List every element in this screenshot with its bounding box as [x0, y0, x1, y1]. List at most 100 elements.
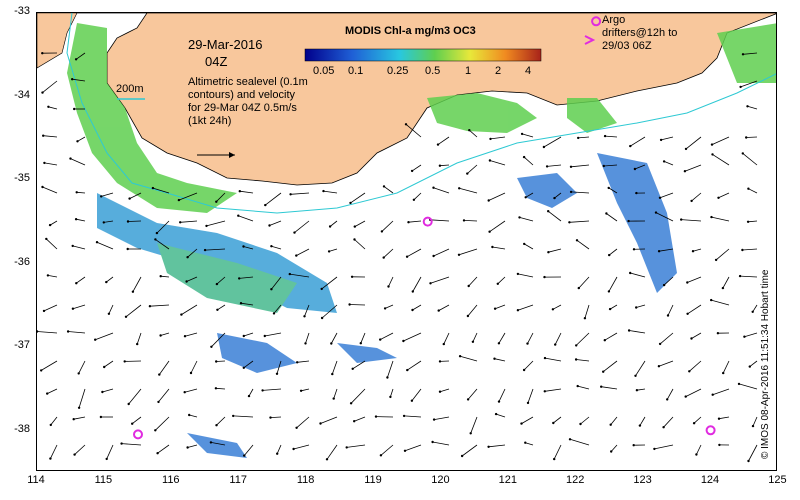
- velocity-arrow: [411, 388, 422, 401]
- velocity-arrow: [78, 388, 86, 408]
- velocity-arrowhead: [345, 446, 348, 449]
- velocity-arrow: [490, 136, 506, 140]
- velocity-arrow: [326, 444, 338, 460]
- velocity-arrow: [489, 220, 506, 233]
- velocity-arrow: [578, 136, 590, 139]
- velocity-arrowhead: [710, 215, 713, 219]
- velocity-arrow: [547, 210, 562, 222]
- velocity-arrow: [293, 444, 310, 450]
- velocity-arrowhead: [543, 275, 546, 279]
- velocity-arrowhead: [46, 392, 49, 395]
- velocity-arrowhead: [634, 374, 637, 377]
- velocity-arrowhead: [576, 384, 579, 388]
- map-time: 04Z: [205, 54, 228, 69]
- velocity-arrowhead: [432, 254, 435, 258]
- velocity-arrow: [243, 332, 254, 337]
- velocity-arrowhead: [216, 308, 219, 311]
- velocity-arrowhead: [270, 245, 273, 248]
- velocity-arrowhead: [607, 186, 610, 190]
- velocity-arrow: [576, 239, 590, 250]
- velocity-arrow: [333, 388, 338, 399]
- velocity-arrow: [610, 416, 618, 425]
- velocity-arrowhead: [714, 258, 718, 262]
- altimetry-note: Altimetric sealevel (0.1m contours) and …: [188, 76, 308, 127]
- velocity-arrow: [381, 220, 394, 232]
- velocity-arrow: [461, 444, 478, 457]
- velocity-arrow: [601, 386, 618, 390]
- velocity-arrow: [497, 276, 506, 285]
- velocity-arrowhead: [545, 165, 549, 168]
- velocity-arrowhead: [741, 53, 745, 56]
- velocity-arrowhead: [411, 290, 414, 293]
- velocity-arrow: [404, 415, 422, 418]
- velocity-arrow: [354, 416, 366, 422]
- velocity-arrow: [521, 133, 534, 138]
- velocity-arrowhead: [751, 310, 754, 313]
- map-canvas: [37, 13, 776, 463]
- velocity-arrow: [748, 444, 758, 462]
- velocity-arrowhead: [105, 457, 108, 461]
- velocity-arrow: [663, 416, 674, 428]
- velocity-arrowhead: [711, 153, 714, 156]
- velocity-arrow: [103, 220, 114, 223]
- velocity-arrowhead: [128, 197, 131, 200]
- velocity-arrowhead: [747, 459, 750, 463]
- velocity-arrow: [157, 444, 170, 454]
- velocity-arrowhead: [322, 189, 325, 193]
- velocity-arrow: [467, 388, 478, 400]
- velocity-arrowhead: [299, 389, 303, 392]
- velocity-arrowhead: [686, 312, 689, 315]
- velocity-arrow: [216, 192, 226, 202]
- velocity-arrowhead: [526, 342, 529, 345]
- velocity-arrowhead: [383, 307, 387, 310]
- velocity-arrow: [301, 388, 310, 392]
- velocity-arrow: [740, 275, 758, 278]
- velocity-arrowhead: [516, 272, 520, 276]
- velocity-arrowhead: [629, 271, 632, 275]
- velocity-arrow: [101, 192, 114, 197]
- velocity-arrowhead: [101, 390, 104, 394]
- x-tick-label: 116: [162, 474, 180, 486]
- velocity-arrowhead: [471, 340, 475, 343]
- velocity-arrow: [47, 275, 58, 278]
- velocity-arrow: [439, 164, 450, 167]
- velocity-arrowhead: [579, 422, 582, 426]
- velocity-arrow: [46, 238, 58, 250]
- argo-float-marker: [705, 425, 716, 436]
- velocity-arrowhead: [432, 418, 436, 421]
- velocity-arrowhead: [41, 185, 44, 189]
- velocity-arrowhead: [710, 298, 713, 302]
- velocity-arrowhead: [569, 190, 573, 194]
- velocity-arrow: [76, 276, 86, 284]
- velocity-arrowhead: [407, 221, 410, 224]
- velocity-arrow-field: [37, 52, 758, 463]
- velocity-arrow: [49, 220, 58, 226]
- y-tick-label: -33: [14, 5, 30, 17]
- velocity-arrow: [659, 332, 674, 345]
- argo-arrow-icon: [584, 35, 596, 45]
- velocity-arrowhead: [526, 401, 530, 405]
- velocity-arrowhead: [209, 441, 213, 444]
- velocity-arrow: [160, 275, 170, 278]
- velocity-arrowhead: [738, 274, 742, 278]
- velocity-arrowhead: [159, 275, 162, 278]
- velocity-arrowhead: [429, 282, 432, 285]
- velocity-arrowhead: [71, 244, 74, 248]
- velocity-arrow: [469, 129, 478, 138]
- velocity-arrowhead: [638, 424, 642, 427]
- velocity-arrowhead: [431, 440, 434, 444]
- y-tick-label: -34: [14, 88, 30, 101]
- velocity-arrow: [606, 213, 618, 222]
- argo-floats: [133, 16, 716, 440]
- velocity-arrowhead: [632, 248, 636, 251]
- velocity-arrow: [663, 161, 674, 166]
- velocity-arrowhead: [635, 191, 638, 195]
- velocity-arrowhead: [466, 172, 469, 175]
- velocity-arrowhead: [159, 334, 162, 337]
- velocity-arrowhead: [524, 441, 527, 444]
- velocity-arrow: [636, 304, 646, 308]
- velocity-arrowhead: [575, 239, 579, 242]
- velocity-arrowhead: [410, 399, 414, 402]
- velocity-arrow: [149, 304, 170, 307]
- velocity-arrow: [742, 52, 758, 55]
